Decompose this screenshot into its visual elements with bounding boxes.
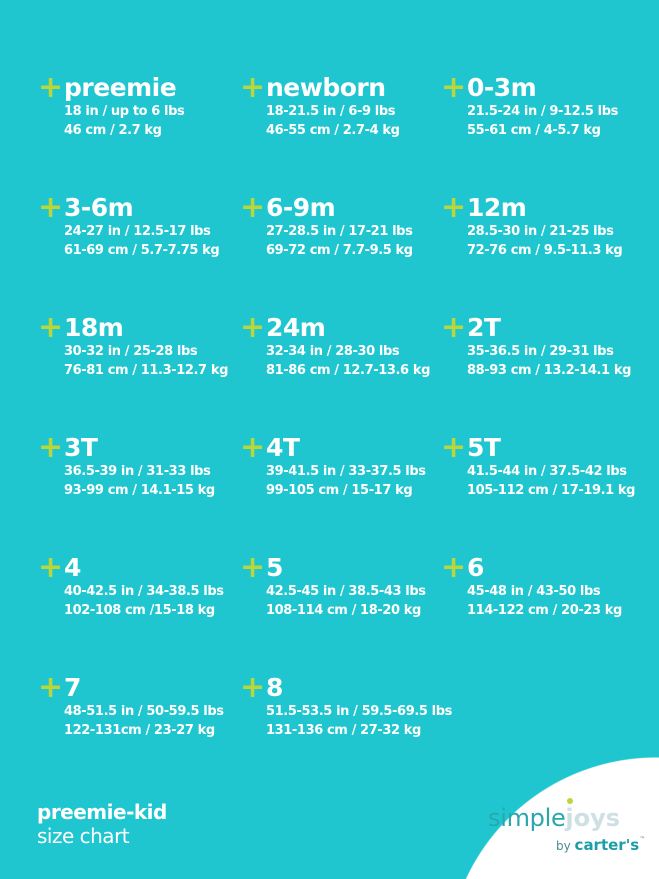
logo-dot-icon — [567, 798, 574, 804]
plus-icon: + — [240, 430, 266, 465]
size-label: 12m — [467, 193, 527, 222]
size-imperial: 30-32 in / 25-28 lbs — [64, 344, 198, 359]
plus-icon: + — [240, 670, 266, 705]
plus-icon: + — [38, 190, 64, 225]
plus-icon: + — [441, 190, 467, 225]
logo-joys-text: joys — [565, 804, 621, 832]
plus-icon: + — [240, 310, 266, 345]
size-label: 4 — [64, 553, 81, 582]
plus-icon: + — [441, 430, 467, 465]
plus-icon: + — [441, 550, 467, 585]
size-imperial: 42.5-45 in / 38.5-43 lbs — [266, 584, 426, 599]
size-metric: 46-55 cm / 2.7-4 kg — [266, 123, 400, 138]
size-imperial: 18-21.5 in / 6-9 lbs — [266, 104, 396, 119]
size-label: 6-9m — [266, 193, 336, 222]
size-metric: 105-112 cm / 17-19.1 kg — [467, 483, 636, 498]
size-imperial: 28.5-30 in / 21-25 lbs — [467, 224, 614, 239]
plus-icon: + — [240, 190, 266, 225]
size-metric: 99-105 cm / 15-17 kg — [266, 483, 413, 498]
plus-icon: + — [240, 70, 266, 105]
size-metric: 81-86 cm / 12.7-13.6 kg — [266, 363, 430, 378]
size-metric: 102-108 cm /15-18 kg — [64, 603, 215, 618]
size-label: 3-6m — [64, 193, 134, 222]
plus-icon: + — [38, 310, 64, 345]
logo-circle — [446, 757, 659, 879]
size-label: 24m — [266, 313, 326, 342]
logo-joys: joys — [565, 798, 621, 832]
logo-by: by — [556, 839, 571, 853]
size-imperial: 36.5-39 in / 31-33 lbs — [64, 464, 211, 479]
plus-icon: + — [38, 550, 64, 585]
size-imperial: 51.5-53.5 in / 59.5-69.5 lbs — [266, 704, 452, 719]
size-imperial: 27-28.5 in / 17-21 lbs — [266, 224, 413, 239]
logo-by-carters: by carter's™ — [556, 836, 645, 854]
chart-title-main: preemie-kid — [37, 800, 167, 824]
logo-carters: carter's — [574, 836, 640, 854]
size-label: 4T — [266, 433, 300, 462]
size-metric: 108-114 cm / 18-20 kg — [266, 603, 421, 618]
size-label: newborn — [266, 73, 386, 102]
size-metric: 88-93 cm / 13.2-14.1 kg — [467, 363, 631, 378]
plus-icon: + — [441, 70, 467, 105]
size-imperial: 35-36.5 in / 29-31 lbs — [467, 344, 614, 359]
size-label: 6 — [467, 553, 484, 582]
logo-tm: ™ — [639, 836, 646, 843]
size-metric: 46 cm / 2.7 kg — [64, 123, 162, 138]
simple-joys-logo: simple joys by carter's™ — [488, 798, 645, 854]
size-metric: 114-122 cm / 20-23 kg — [467, 603, 622, 618]
size-metric: 122-131cm / 23-27 kg — [64, 723, 215, 738]
size-label: 7 — [64, 673, 81, 702]
size-metric: 72-76 cm / 9.5-11.3 kg — [467, 243, 623, 258]
size-label: 5T — [467, 433, 501, 462]
size-imperial: 41.5-44 in / 37.5-42 lbs — [467, 464, 627, 479]
size-metric: 69-72 cm / 7.7-9.5 kg — [266, 243, 413, 258]
logo-simple: simple — [488, 804, 566, 832]
chart-title-sub: size chart — [37, 824, 130, 848]
size-metric: 76-81 cm / 11.3-12.7 kg — [64, 363, 228, 378]
plus-icon: + — [38, 70, 64, 105]
plus-icon: + — [38, 670, 64, 705]
chart-title: preemie-kid size chart — [37, 800, 167, 848]
plus-icon: + — [38, 430, 64, 465]
size-metric: 131-136 cm / 27-32 kg — [266, 723, 421, 738]
size-label: 5 — [266, 553, 283, 582]
size-imperial: 18 in / up to 6 lbs — [64, 104, 185, 119]
size-label: 2T — [467, 313, 501, 342]
size-label: 8 — [266, 673, 283, 702]
size-metric: 55-61 cm / 4-5.7 kg — [467, 123, 601, 138]
size-imperial: 21.5-24 in / 9-12.5 lbs — [467, 104, 618, 119]
size-imperial: 32-34 in / 28-30 lbs — [266, 344, 400, 359]
plus-icon: + — [240, 550, 266, 585]
size-imperial: 24-27 in / 12.5-17 lbs — [64, 224, 211, 239]
size-metric: 93-99 cm / 14.1-15 kg — [64, 483, 215, 498]
size-imperial: 39-41.5 in / 33-37.5 lbs — [266, 464, 426, 479]
size-label: 0-3m — [467, 73, 537, 102]
size-label: 3T — [64, 433, 98, 462]
size-label: preemie — [64, 73, 177, 102]
size-imperial: 40-42.5 in / 34-38.5 lbs — [64, 584, 224, 599]
plus-icon: + — [441, 310, 467, 345]
size-imperial: 45-48 in / 43-50 lbs — [467, 584, 601, 599]
size-label: 18m — [64, 313, 124, 342]
size-imperial: 48-51.5 in / 50-59.5 lbs — [64, 704, 224, 719]
size-metric: 61-69 cm / 5.7-7.75 kg — [64, 243, 220, 258]
